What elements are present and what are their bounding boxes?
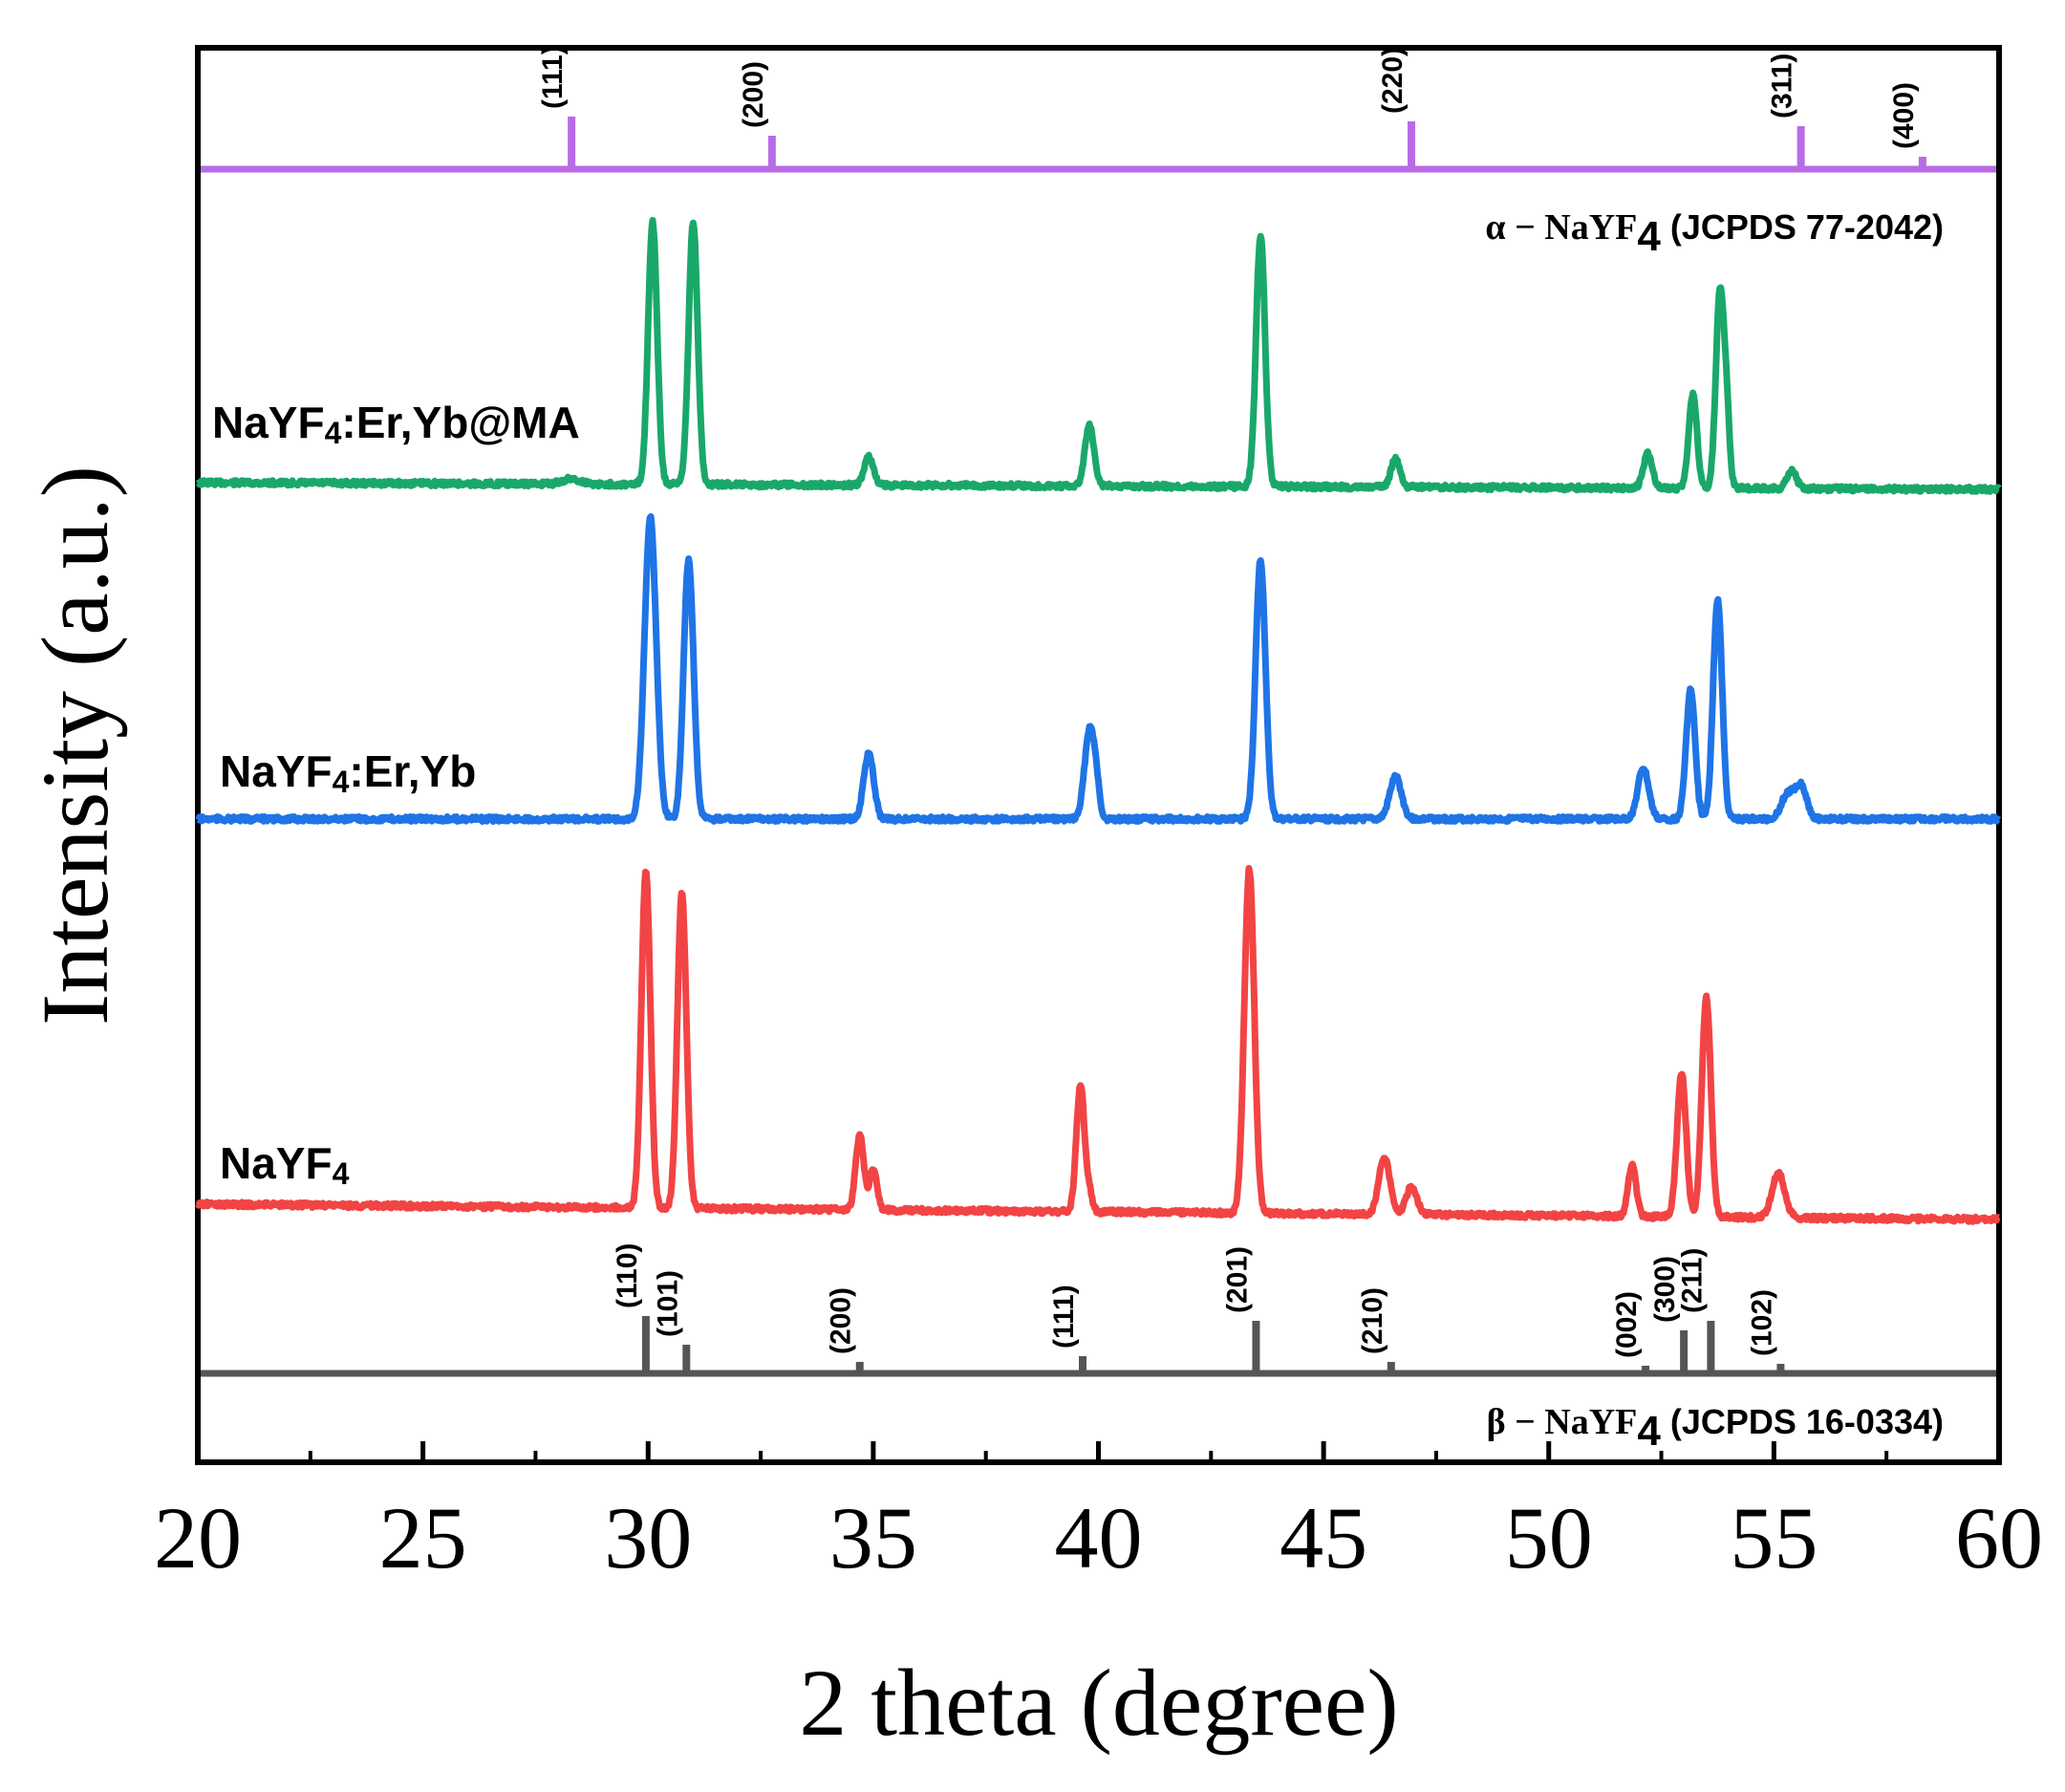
alpha-reference: (111) (200) (220) (311) (400) [201,45,1996,173]
series-line-nayf [195,865,2002,1225]
beta-hkl-label: (111) [1048,1285,1080,1349]
series-label-nayf: NaYF4 [220,1138,350,1191]
x-tick-label: 20 [154,1489,242,1587]
x-tick-label: 50 [1505,1489,1593,1587]
beta-hkl-label: (210) [1357,1287,1388,1354]
alpha-hkl-label: (400) [1888,82,1920,149]
x-tick-label: 25 [379,1489,467,1587]
alpha-hkl-label: (220) [1377,47,1409,114]
beta-reference: (110) (101) (200) (111) (201) (210) (002)(300)… [201,1243,1996,1377]
y-axis-title: Intensity (a.u.) [22,465,128,1026]
series-layer [195,217,2002,1225]
x-tick-label: 45 [1280,1489,1367,1587]
series-line-nayf-er-yb-ma [195,217,2002,495]
series-label-nayf-er-yb: NaYF4:Er,Yb [220,746,476,799]
beta-hkl-label: (002) [1611,1291,1643,1358]
x-tick-label: 40 [1055,1489,1143,1587]
x-axis: 20 25 30 35 40 45 50 55 60 [154,1441,2043,1587]
alpha-hkl-label: (311) [1767,54,1798,119]
x-axis-title: 2 theta (degree) [799,1650,1398,1756]
series-line-nayf-er-yb [195,513,2002,825]
alpha-hkl-label: (111) [537,45,569,109]
alpha-reference-title: α − NaYF4 (JCPDS 77-2042) [1485,207,1944,260]
beta-hkl-label: (110) [612,1243,643,1308]
beta-hkl-label: (200) [826,1287,857,1354]
x-tick-label: 60 [1955,1489,2043,1587]
beta-reference-title: β − NaYF4 (JCPDS 16-0334) [1487,1402,1944,1455]
beta-hkl-label: (211) [1676,1248,1708,1313]
x-tick-label: 35 [829,1489,917,1587]
alpha-hkl-label: (200) [738,61,769,128]
beta-hkl-label: (201) [1221,1246,1253,1313]
beta-hkl-label: (102) [1746,1289,1777,1356]
x-tick-label: 55 [1730,1489,1818,1587]
series-label-mayf-ma: NaYF4:Er,Yb@MA [212,398,580,450]
beta-hkl-label: (101) [652,1270,683,1337]
x-tick-label: 30 [604,1489,692,1587]
beta-hkl-label: (300) [1649,1256,1681,1323]
